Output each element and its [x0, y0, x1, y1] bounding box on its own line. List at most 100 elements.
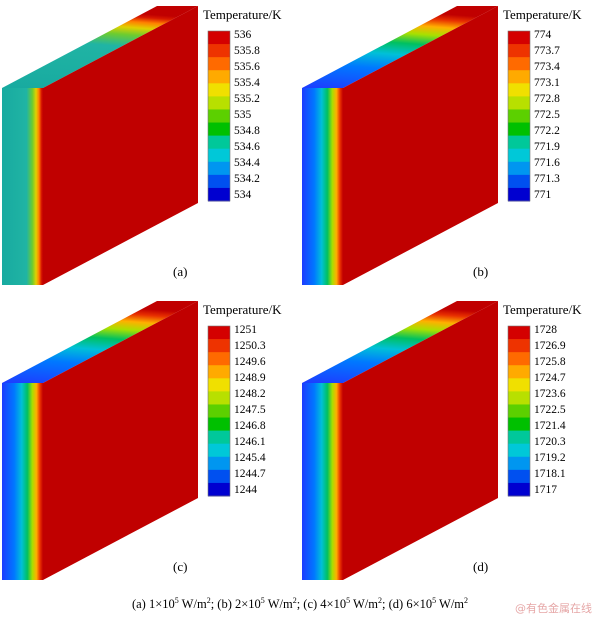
panel-label-d: (d)	[473, 559, 489, 574]
colorbar-swatch	[508, 482, 530, 497]
legend-tick-label: 771.6	[534, 157, 560, 169]
legend-tick-label: 534.8	[234, 125, 260, 137]
colorbar-swatch	[208, 44, 230, 58]
legend-tick-label: 534.6	[234, 141, 260, 153]
legend-tick-label: 1719.2	[534, 452, 566, 464]
colorbar-swatch	[208, 352, 230, 366]
panel-label-b: (b)	[473, 264, 489, 279]
panel-c-svg	[2, 301, 231, 580]
legend-tick-label: 1723.6	[534, 388, 566, 400]
legend-tick-label: 771.9	[534, 141, 560, 153]
caption-c-unit: W/m	[350, 597, 379, 612]
colorbar-swatch	[208, 456, 230, 471]
panel-d-svg	[302, 301, 531, 580]
colorbar-swatch	[508, 96, 530, 110]
legend-tick-label: 1250.3	[234, 340, 266, 352]
panel-label-c: (c)	[173, 559, 188, 574]
caption-b-prefix: ; (b) 2×10	[210, 597, 261, 612]
legend-tick-label: 772.2	[534, 125, 560, 137]
legend-tick-label: 773.1	[534, 77, 560, 89]
colorbar-swatch	[508, 378, 530, 392]
colorbar-swatch	[508, 469, 530, 484]
colorbar-swatch	[208, 469, 230, 484]
colorbar-swatch	[208, 96, 230, 110]
panel-d: Temperature/K 1728 1726.9 1725.8 1724.7 1723.…	[300, 295, 600, 590]
block-front-face	[43, 301, 198, 580]
colorbar-swatch	[208, 326, 230, 340]
legend-tick-label: 1251	[234, 324, 257, 336]
caption-c-exp: 5	[346, 596, 351, 605]
caption-d-prefix: ; (d) 6×10	[382, 597, 433, 612]
colorbar-swatch	[508, 161, 530, 176]
legend-tick-label: 1722.5	[534, 404, 566, 416]
panel-a-svg	[2, 6, 231, 285]
legend-tick-label: 773.4	[534, 61, 560, 73]
block-side-face	[2, 383, 43, 580]
caption-b-unit-exp: 2	[292, 596, 297, 605]
caption-a-exp: 5	[174, 596, 179, 605]
legend-tick-label: 1245.4	[234, 452, 266, 464]
panel-label-a: (a)	[173, 264, 188, 279]
colorbar-swatch	[208, 187, 230, 202]
caption-c-prefix: ; (c) 4×10	[296, 597, 347, 612]
colorbar-swatch	[208, 378, 230, 392]
caption-d-unit: W/m	[436, 597, 465, 612]
figure-caption: (a) 1×105 W/m2; (b) 2×105 W/m2; (c) 4×10…	[0, 596, 600, 612]
legend-tick-label: 1246.1	[234, 436, 266, 448]
legend-tick-label: 1718.1	[534, 468, 566, 480]
block-top-face	[302, 6, 498, 88]
colorbar-swatch	[508, 122, 530, 137]
caption-a-unit: W/m	[178, 597, 207, 612]
colorbar-swatch	[508, 326, 530, 340]
legend-tick-label: 535.4	[234, 77, 260, 89]
colorbar-swatch	[208, 83, 230, 97]
legend-tick-label: 534	[234, 189, 252, 201]
colorbar-swatch	[208, 339, 230, 353]
colorbar-swatch	[208, 109, 230, 124]
caption-a-prefix: (a) 1×10	[131, 597, 175, 612]
legend-tick-label: 1725.8	[534, 356, 566, 368]
legend-tick-label: 1726.9	[534, 340, 566, 352]
colorbar-swatch	[508, 391, 530, 405]
colorbar-swatch	[208, 417, 230, 432]
colorbar-swatch	[208, 482, 230, 497]
colorbar-swatch	[508, 456, 530, 471]
legend-tick-label: 772.8	[534, 93, 560, 105]
colorbar-swatch	[208, 31, 230, 45]
legend-tick-label: 535.2	[234, 93, 260, 105]
panel-c: Temperature/K 1251 1250.3 1249.6 1248.9 1248.…	[0, 295, 300, 590]
colorbar-swatch	[208, 365, 230, 379]
caption-b-exp: 5	[260, 596, 265, 605]
colorbar-swatch	[208, 161, 230, 176]
colorbar-swatch	[508, 70, 530, 84]
legend-title: Temperature/K	[503, 7, 582, 22]
colorbar-swatch	[508, 443, 530, 458]
legend-tick-label: 534.2	[234, 173, 260, 185]
legend-tick-label: 535.6	[234, 61, 260, 73]
legend-tick-label: 1246.8	[234, 420, 266, 432]
block-front-face	[343, 6, 498, 285]
legend-tick-label: 1248.9	[234, 372, 266, 384]
legend-title: Temperature/K	[203, 302, 282, 317]
colorbar-swatch	[208, 148, 230, 163]
legend-tick-label: 773.7	[534, 45, 560, 57]
watermark: @有色金属在线	[515, 602, 592, 615]
panel-b: Temperature/K 774 773.7 773.4 773.1 772.8 772.…	[300, 0, 600, 295]
legend-tick-label: 1244	[234, 484, 257, 496]
block-top-face	[2, 301, 198, 383]
colorbar-swatch	[208, 135, 230, 150]
block-side-face	[302, 88, 343, 285]
block-front-face	[343, 301, 498, 580]
colorbar-swatch	[508, 57, 530, 71]
colorbar-swatch	[508, 83, 530, 97]
caption-c-unit-exp: 2	[378, 596, 383, 605]
caption-d-unit-exp: 2	[464, 596, 469, 605]
legend-tick-label: 1728	[534, 324, 557, 336]
colorbar-swatch	[208, 443, 230, 458]
colorbar-swatch	[508, 417, 530, 432]
colorbar-swatch	[208, 174, 230, 189]
legend-tick-label: 535.8	[234, 45, 260, 57]
legend-tick-label: 535	[234, 109, 252, 121]
legend-tick-label: 1720.3	[534, 436, 566, 448]
colorbar-swatch	[208, 391, 230, 405]
